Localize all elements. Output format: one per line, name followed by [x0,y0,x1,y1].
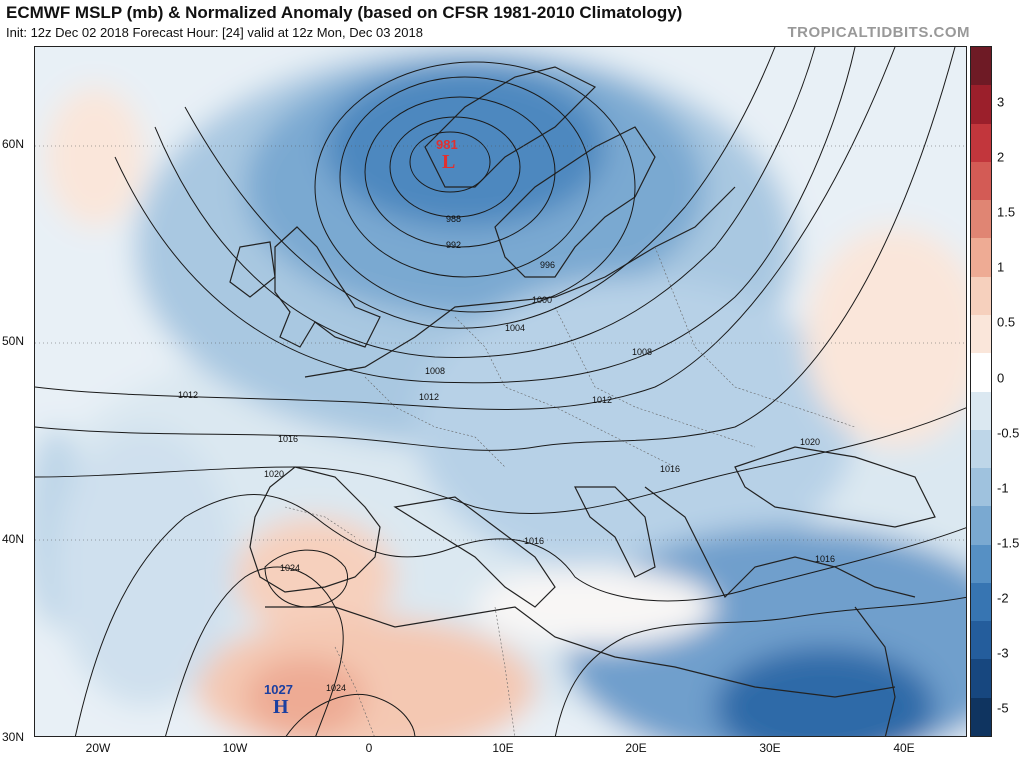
colorbar-segment [971,200,991,239]
low-pressure-value: 981 [436,137,458,152]
site-credit: TROPICALTIDBITS.COM [787,24,970,41]
colorbar-tick: -2 [997,590,1009,606]
colorbar-tick: 3 [997,94,1005,110]
lat-label: 30N [2,730,25,744]
colorbar-tick: 0 [997,370,1005,386]
lat-label: 40N [2,532,25,546]
high-pressure-marker: H [273,696,289,718]
isobar-label: 1016 [815,554,836,564]
colorbar-tick: -5 [997,700,1009,716]
colorbar-tick: -0.5 [997,425,1020,441]
chart-title: ECMWF MSLP (mb) & Normalized Anomaly (ba… [6,3,683,22]
colorbar-segment [971,353,991,392]
isobar-label: 1008 [632,347,653,357]
lat-label: 60N [2,137,25,151]
colorbar-segment [971,276,991,316]
isobar-label: 1024 [326,683,347,693]
colorbar-segment [971,659,991,699]
colorbar-segment [971,544,991,584]
isobar-label: 1016 [524,536,545,546]
isobar-label: 1016 [278,434,299,444]
isobar-label: 1012 [419,392,440,402]
colorbar-segment [971,123,991,163]
isobar-label: 1012 [592,395,613,405]
colorbar-segment [971,314,991,354]
isobar-label: 1020 [264,469,285,479]
lon-label: 10E [492,741,514,755]
anomaly-shading [35,47,966,736]
colorbar-segment [971,697,991,737]
colorbar-tick: 1.5 [997,204,1016,220]
colorbar-segment [971,238,991,278]
chart-subtitle: Init: 12z Dec 02 2018 Forecast Hour: [24… [6,25,423,40]
colorbar-segment [971,468,991,507]
isobar-label: 1020 [800,437,821,447]
isobar-label: 1012 [178,390,199,400]
colorbar-segment [971,161,991,201]
lon-label: 0 [365,741,373,755]
isobar-label: 988 [446,214,462,224]
colorbar-segment [971,47,991,86]
colorbar-segment [971,391,991,431]
isobar-label: 1024 [280,563,301,573]
colorbar-tick: 1 [997,259,1005,275]
low-pressure-marker: L [442,151,456,173]
isobar-label: 1008 [425,366,446,376]
lat-label: 50N [2,334,25,348]
lon-label: 40E [893,741,915,755]
lon-label: 30E [759,741,781,755]
colorbar [970,46,992,737]
colorbar-tick: -1.5 [997,535,1020,551]
lon-label: 20W [85,741,111,755]
colorbar-segment [971,429,991,469]
isobar-label: 996 [540,260,556,270]
colorbar-tick: 0.5 [997,314,1016,330]
isobar-label: 1016 [660,464,681,474]
map-canvas [35,47,966,736]
isobar-label: 1000 [532,295,553,305]
high-pressure-value: 1027 [264,682,293,697]
lon-label: 10W [222,741,248,755]
map-panel [34,46,967,737]
colorbar-tick: 2 [997,149,1005,165]
isobar-label: 1004 [505,323,526,333]
colorbar-segment [971,621,991,660]
colorbar-tick: -1 [997,480,1009,496]
isobar-label: 992 [446,240,462,250]
colorbar-tick: -3 [997,645,1009,661]
colorbar-segment [971,506,991,546]
colorbar-segment [971,582,991,622]
colorbar-segment [971,85,991,125]
lon-label: 20E [625,741,647,755]
isobars [35,47,966,736]
coastlines [229,66,936,736]
